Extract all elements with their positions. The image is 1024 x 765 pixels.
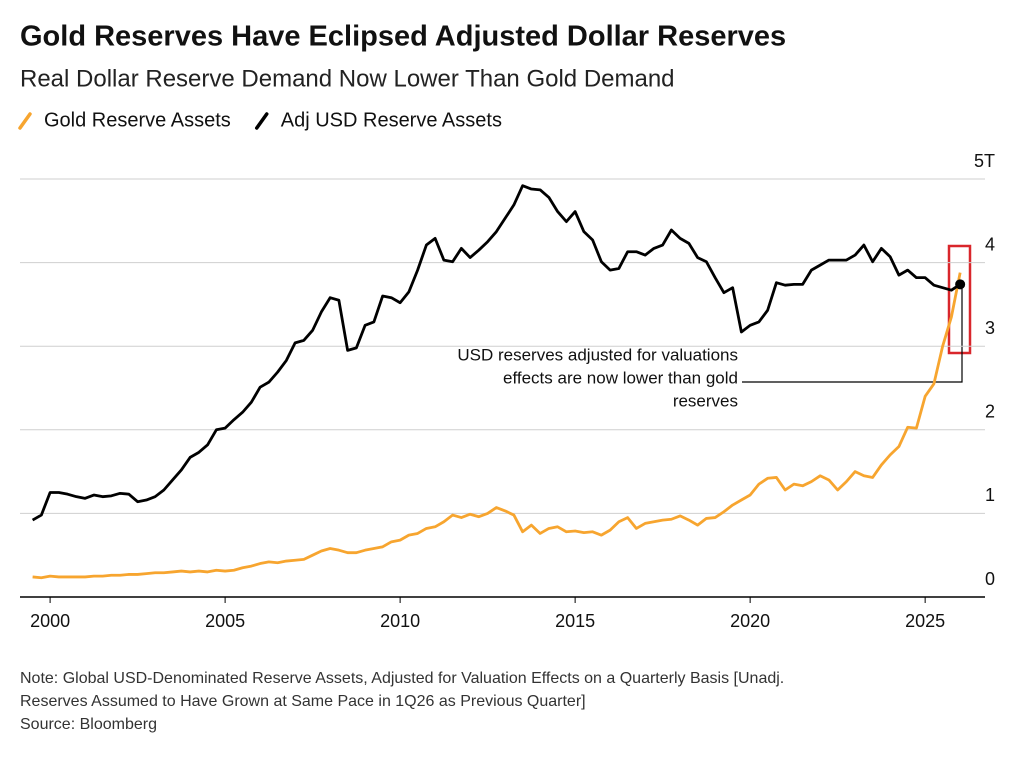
note: Reserves Assumed to Have Grown at Same P… [20, 693, 586, 710]
y-tick-label: 1 [985, 485, 995, 505]
highlight-box [947, 244, 972, 355]
legend-label: Gold Reserve Assets [44, 109, 231, 131]
annotation-text: USD reserves adjusted for valuations [457, 345, 738, 364]
y-tick-label: 3 [985, 318, 995, 338]
y-tick-label: 4 [985, 234, 995, 254]
note: Note: Global USD-Denominated Reserve Ass… [20, 670, 784, 687]
y-tick-label: 5T [974, 151, 995, 171]
y-tick-label: 0 [985, 569, 995, 589]
annotation-text: effects are now lower than gold [503, 368, 738, 387]
x-tick-label: 2015 [555, 611, 595, 631]
source: Source: Bloomberg [20, 716, 157, 733]
series-line [31, 184, 961, 522]
y-tick-label: 2 [985, 402, 995, 422]
chart-subtitle: Real Dollar Reserve Demand Now Lower Tha… [20, 65, 675, 92]
legend-label: Adj USD Reserve Assets [281, 109, 502, 131]
end-point [955, 279, 966, 290]
annotation-text: reserves [673, 391, 738, 410]
legend-swatch [255, 112, 269, 130]
x-tick-label: 2005 [205, 611, 245, 631]
x-tick-label: 2025 [905, 611, 945, 631]
legend-swatch [18, 112, 32, 130]
x-tick-label: 2020 [730, 611, 770, 631]
series-line [32, 272, 962, 580]
chart-title: Gold Reserves Have Eclipsed Adjusted Dol… [20, 21, 786, 53]
x-tick-label: 2010 [380, 611, 420, 631]
x-tick-label: 2000 [30, 611, 70, 631]
annotation-connector [742, 284, 963, 383]
